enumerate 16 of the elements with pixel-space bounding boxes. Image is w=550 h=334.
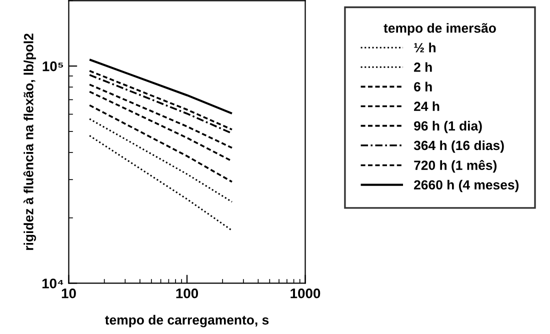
legend-title: tempo de imersão xyxy=(384,23,496,36)
legend-label: ½ h xyxy=(414,42,436,52)
y-tick-label: 10⁵ xyxy=(42,61,64,72)
legend-label: 364 h (16 dias) xyxy=(414,140,504,153)
x-axis-title: tempo de carregamento, s xyxy=(105,314,269,328)
legend-label: 720 h (1 mês) xyxy=(414,160,497,173)
legend-label: 2 h xyxy=(414,62,432,72)
x-tick-label: 10 xyxy=(62,288,76,298)
y-axis-title: rigidez à fluência na flexão, lb/pol2 xyxy=(23,34,36,250)
legend-label: 2660 h (4 meses) xyxy=(414,180,519,192)
x-tick-label: 100 xyxy=(176,288,198,298)
legend-label: 24 h xyxy=(414,101,440,111)
legend-label: 96 h (1 dia) xyxy=(414,120,482,134)
x-tick-label: 1000 xyxy=(290,288,320,298)
legend-label: 6 h xyxy=(414,82,432,92)
y-tick-label: 10⁴ xyxy=(42,278,64,288)
